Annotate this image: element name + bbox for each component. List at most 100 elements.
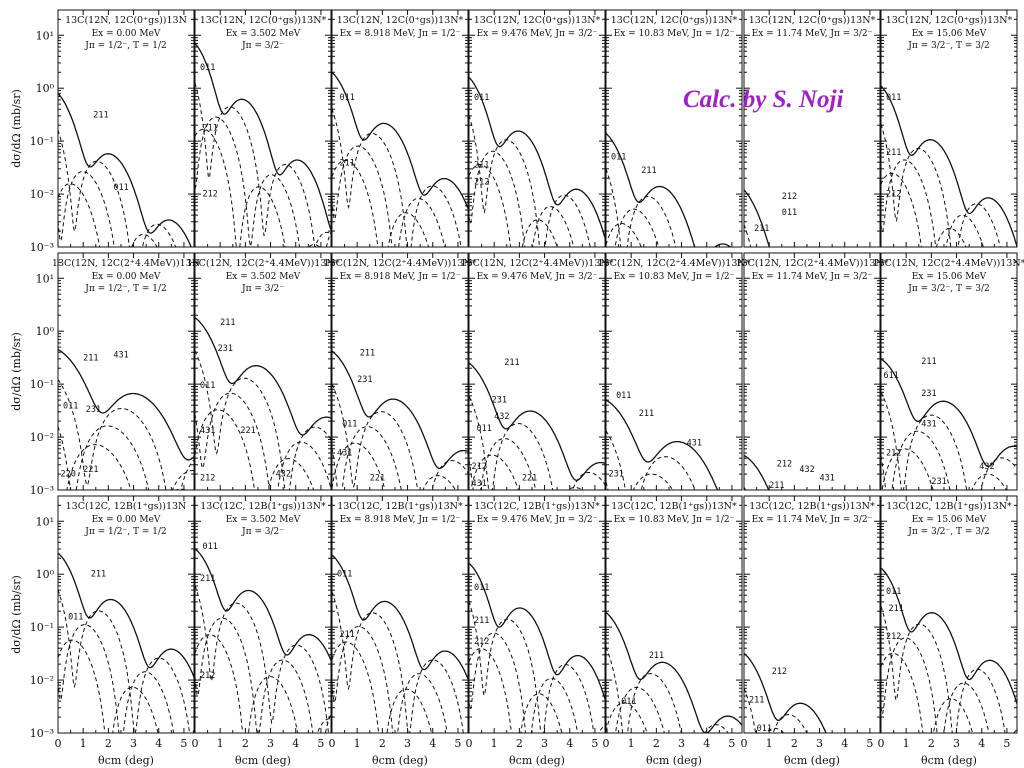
x-tick-label: 1 — [766, 737, 773, 750]
panel-title: 13C(12N, 12C(2⁺4.4MeV))13N* — [736, 258, 889, 269]
panel-title: 13C(12C, 12B(1⁺gs))13N* — [474, 501, 600, 512]
panel-r2-c5: 212 211 011 13C(12C, 12B(1⁺gs))13N* Ex = 11.… — [743, 495, 881, 749]
panel-title: 13C(12N, 12C(0⁺gs))13N* — [749, 15, 876, 26]
component-label: 212 — [886, 632, 901, 642]
panel-energy: Ex = 0.00 MeV — [92, 515, 161, 525]
component-label: 212 — [886, 448, 901, 458]
component-label: 220 — [61, 469, 76, 479]
panel-frame — [331, 9, 469, 248]
y-tick-label: 10⁰ — [36, 568, 55, 581]
panel-energy: Ex = 9.476 MeV, Jπ = 3/2⁻ — [477, 29, 598, 39]
component-curve — [744, 744, 880, 749]
panel-r0-c3: 011 211 212 13C(12N, 12C(0⁺gs))13N* Ex = 9.4… — [468, 9, 606, 248]
x-tick-label: 1 — [354, 737, 361, 750]
panel-energy: Ex = 15.06 MeV — [912, 515, 987, 525]
x-tick-label: 0 — [192, 737, 199, 750]
y-tick-label: 10⁻³ — [30, 241, 54, 254]
panel-spin: Jπ = 1/2⁻, T = 1/2 — [84, 41, 167, 51]
panel-title: 13C(12C, 12B(1⁺gs))13N* — [611, 501, 737, 512]
panel-title: 13C(12N, 12C(0⁺gs))13N* — [474, 15, 601, 26]
panel-spin: Jπ = 3/2⁻ — [241, 284, 284, 294]
panel-frame — [743, 9, 881, 248]
y-tick-label: 10¹ — [36, 272, 54, 285]
panel-frame — [331, 252, 469, 491]
component-curve — [469, 437, 584, 490]
component-label: 011 — [611, 152, 626, 162]
component-label: 211 — [639, 409, 654, 419]
component-label: 212 — [200, 671, 215, 681]
component-label: 231 — [492, 395, 507, 405]
component-curve — [881, 637, 1017, 733]
panel-title: 13C(12C, 12B(1⁺gs))13N* — [200, 501, 326, 512]
panel-r0-c4: 011 211 13C(12N, 12C(0⁺gs))13N* Ex = 10.83 … — [605, 9, 743, 248]
panel-energy: Ex = 11.74 MeV, Jπ = 3/2⁻ — [752, 515, 873, 525]
component-label: 211 — [340, 630, 355, 640]
component-curve — [332, 641, 433, 733]
component-label: 212 — [472, 462, 487, 472]
component-label: 011 — [200, 63, 215, 73]
component-label: 212 — [772, 667, 787, 677]
panel-r1-c0: 211 431 011 231 221 220 13C(12N, 12C(2⁺4.4MeV)… — [52, 252, 200, 491]
x-tick-label: 4 — [978, 737, 985, 750]
component-label: 432 — [979, 462, 994, 472]
panel-frame — [743, 252, 881, 491]
x-tick-label: 3 — [678, 737, 685, 750]
component-label: 231 — [357, 375, 372, 385]
panel-r2-c0: 211 011 13C(12C, 12B(1⁺gs))13N Ex = 0.00 Me… — [57, 495, 195, 734]
x-tick-label: 0 — [329, 737, 336, 750]
component-label: 431 — [820, 474, 835, 484]
panel-energy: Ex = 8.918 MeV, Jπ = 1/2⁻ — [340, 272, 461, 282]
component-label: 431 — [200, 426, 215, 436]
panel-spin: Jπ = 3/2⁻ — [241, 527, 284, 537]
panel-energy: Ex = 3.502 MeV — [226, 272, 301, 282]
total-curve — [195, 43, 331, 231]
total-curve — [744, 454, 770, 490]
panel-frame — [743, 495, 881, 734]
component-curve — [606, 646, 729, 733]
component-label: 221 — [522, 474, 537, 484]
x-axis-label: θcm (deg) — [372, 754, 428, 767]
component-label: 211 — [340, 158, 355, 168]
panel-frame — [880, 252, 1018, 491]
total-curve — [58, 349, 194, 461]
x-tick-label: 5 — [180, 737, 187, 750]
component-curve — [332, 383, 468, 490]
x-tick-label: 5 — [317, 737, 324, 750]
component-label: 011 — [200, 381, 215, 391]
panel-energy: Ex = 8.918 MeV, Jπ = 1/2⁻ — [340, 29, 461, 39]
component-label: 212 — [474, 637, 489, 647]
component-curve — [58, 171, 158, 247]
total-curve — [58, 92, 192, 247]
total-curve — [881, 85, 1017, 247]
x-tick-label: 3 — [404, 737, 411, 750]
component-curve — [469, 601, 595, 733]
component-label: 431 — [472, 479, 487, 489]
component-curve — [58, 379, 194, 490]
y-tick-label: 10⁻¹ — [30, 135, 54, 148]
component-label: 011 — [63, 401, 78, 411]
x-tick-label: 4 — [566, 737, 573, 750]
panel-r0-c2: 011 211 13C(12N, 12C(0⁺gs))13N* Ex = 8.918 … — [331, 9, 469, 248]
total-curve — [469, 562, 605, 700]
component-label: 431 — [337, 448, 352, 458]
panel-title: 13C(12N, 12C(2⁺4.4MeV))13N* — [461, 258, 614, 269]
component-label: 011 — [886, 587, 901, 597]
total-curve — [332, 554, 468, 680]
panel-r1-c5: 212 432 431 211 13C(12N, 12C(2⁺4.4MeV))13N* E… — [736, 252, 889, 491]
component-label: 011 — [474, 93, 489, 103]
y-axis-label: dσ/dΩ (mb/sr) — [10, 89, 23, 168]
total-curve — [744, 189, 771, 247]
panel-r0-c1: 011 211 212 13C(12N, 12C(0⁺gs))13N* Ex = 3.5… — [194, 9, 332, 248]
component-label: 432 — [799, 465, 814, 475]
x-axis-label: θcm (deg) — [235, 754, 291, 767]
component-curve — [881, 123, 1001, 247]
total-curve — [469, 362, 605, 482]
x-tick-label: 0 — [878, 737, 885, 750]
component-label: 221 — [370, 474, 385, 484]
component-label: 011 — [113, 183, 128, 193]
total-curve — [606, 132, 732, 247]
panel-energy: Ex = 3.502 MeV — [226, 515, 301, 525]
component-curve — [58, 129, 177, 247]
component-label: 611 — [884, 371, 899, 381]
x-tick-label: 4 — [429, 737, 436, 750]
